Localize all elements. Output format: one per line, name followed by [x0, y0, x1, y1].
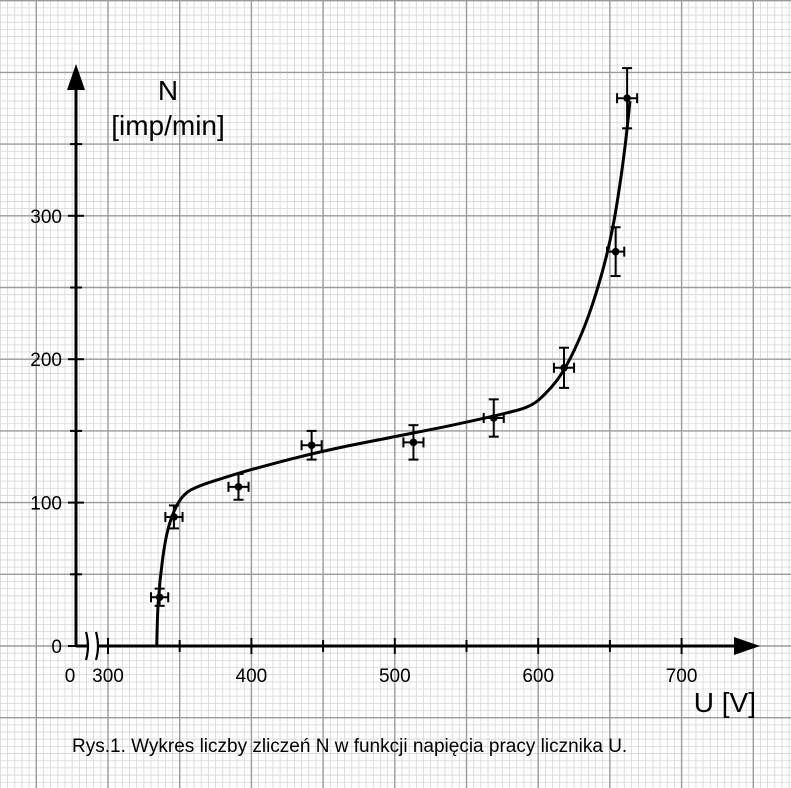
x-axis-arrowhead — [734, 637, 760, 655]
x-axis-break-gap — [88, 632, 98, 660]
data-point — [552, 346, 576, 389]
x-tick-label: 600 — [522, 666, 554, 687]
tick-labels: 300 400 500 600 700 00 100 200 300 — [30, 207, 697, 687]
y-tick-label: 200 — [30, 350, 62, 371]
data-point — [616, 67, 639, 130]
x-axis-break-mark — [84, 631, 90, 661]
y-tick-label: 300 — [30, 207, 62, 228]
data-marker — [155, 593, 164, 602]
data-marker — [409, 438, 418, 447]
data-points — [150, 67, 639, 607]
data-point — [150, 587, 170, 607]
axes — [67, 64, 760, 661]
data-marker — [489, 414, 498, 422]
tick-marks — [68, 143, 683, 654]
data-marker — [234, 483, 243, 491]
y-axis-label-unit: [imp/min] — [111, 110, 225, 141]
data-marker — [170, 513, 178, 521]
x-origin-label: 0 — [65, 666, 76, 687]
data-marker — [623, 94, 631, 103]
data-point — [482, 398, 505, 438]
y-tick-label: 100 — [30, 494, 62, 515]
data-marker — [611, 247, 620, 256]
fit-curve — [155, 100, 632, 647]
x-axis-break-mark — [94, 631, 100, 661]
x-tick-label: 500 — [379, 666, 411, 687]
y-axis-arrowhead — [67, 64, 85, 90]
x-tick-label: 400 — [236, 666, 268, 687]
data-point — [606, 226, 626, 278]
data-point — [300, 429, 323, 461]
x-tick-label: 300 — [92, 666, 124, 687]
data-marker — [560, 364, 568, 372]
x-tick-label: 700 — [666, 666, 698, 687]
y-axis-label-symbol: N — [158, 75, 178, 106]
x-axis-label: U [V] — [694, 687, 756, 718]
figure-caption: Rys.1. Wykres liczby zliczeń N w funkcji… — [72, 736, 627, 757]
y-tick-label: 0 — [51, 637, 62, 658]
data-point — [402, 424, 425, 461]
data-point — [227, 472, 250, 501]
data-marker — [307, 441, 316, 450]
data-point — [164, 504, 184, 530]
